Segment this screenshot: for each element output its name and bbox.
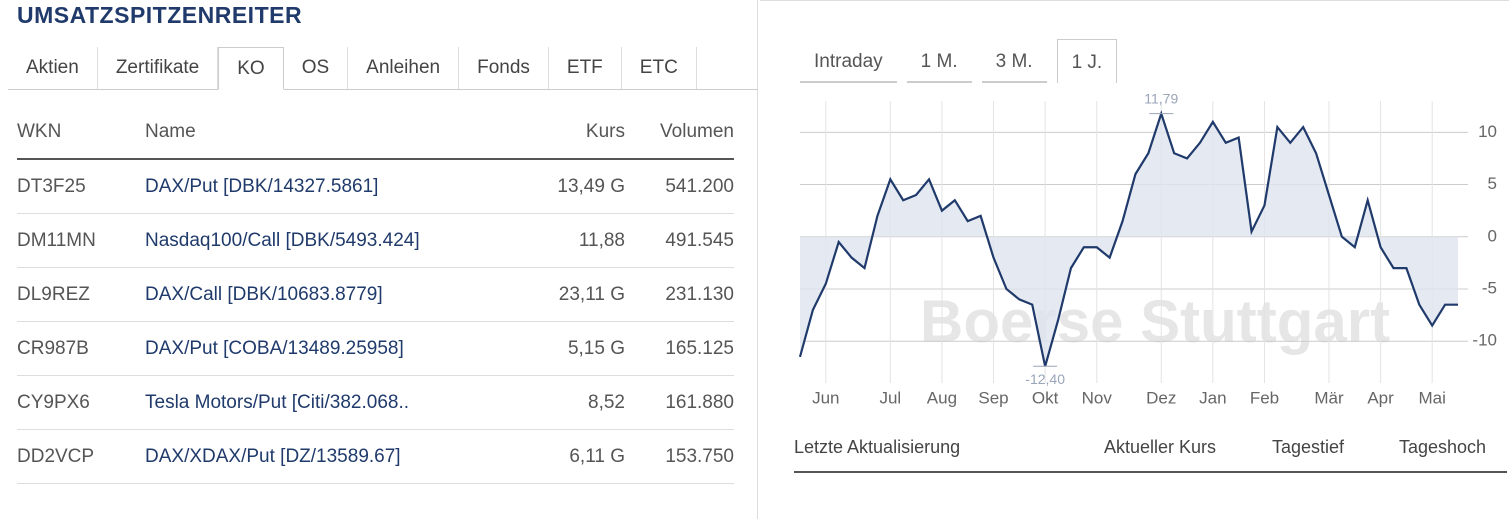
table-row: DM11MN Nasdaq100/Call [DBK/5493.424] 11,88… bbox=[17, 213, 734, 268]
cell: 23,11 G bbox=[505, 267, 625, 322]
table-row: DL9REZ DAX/Call [DBK/10683.8779] 23,11 G 23… bbox=[17, 267, 734, 322]
footer-label: Aktueller Kurs bbox=[1104, 437, 1217, 457]
tab[interactable]: Fonds bbox=[459, 47, 549, 89]
table-row: CY9PX6 Tesla Motors/Put [Citi/382.068.. 8,… bbox=[17, 375, 734, 430]
header-row: WKN Name Kurs Volumen bbox=[17, 106, 734, 160]
panel-title: UMSATZSPITZENREITER bbox=[17, 2, 303, 28]
tab[interactable]: OS bbox=[284, 47, 349, 89]
x-tick-label: Okt bbox=[1032, 388, 1059, 407]
footer-label: Tagestief bbox=[1272, 437, 1345, 457]
instrument-link[interactable]: DAX/Put [DBK/14327.5861] bbox=[145, 159, 505, 214]
table: WKN Name Kurs Volumen DT3F25 DAX/Put [DBK/143… bbox=[17, 106, 734, 484]
tab[interactable]: Zertifikate bbox=[98, 47, 219, 89]
tab[interactable]: ETC bbox=[622, 47, 697, 89]
cell: 13,49 G bbox=[505, 159, 625, 214]
chart-panel: Intraday 1 M. 3 M. 1 J. Boerse Stuttgart 10 5… bbox=[760, 0, 1509, 520]
x-tick-label: Apr bbox=[1367, 388, 1394, 407]
y-tick-label: -5 bbox=[1482, 278, 1497, 297]
x-tick-label: Feb bbox=[1250, 388, 1279, 407]
cell: CY9PX6 bbox=[17, 375, 145, 430]
footer-label: Letzte Aktualisierung bbox=[794, 437, 961, 457]
cell: 491.545 bbox=[625, 213, 734, 268]
y-tick-label: 10 bbox=[1478, 122, 1497, 141]
column-header: Volumen bbox=[625, 106, 734, 160]
x-tick-label: Jun bbox=[812, 388, 839, 407]
instrument-link[interactable]: DAX/Put [COBA/13489.25958] bbox=[145, 321, 505, 376]
price-line bbox=[798, 110, 1458, 367]
y-tick-label: 5 bbox=[1488, 174, 1497, 193]
cell: 11,88 bbox=[505, 213, 625, 268]
y-tick-label: -10 bbox=[1472, 331, 1497, 350]
table-row: DD2VCP DAX/XDAX/Put [DZ/13589.67] 6,11 G 15… bbox=[17, 429, 734, 484]
cell: 8,52 bbox=[505, 375, 625, 430]
instrument-link[interactable]: DAX/XDAX/Put [DZ/13589.67] bbox=[145, 429, 505, 484]
range-tab[interactable]: 1 J. bbox=[1056, 39, 1118, 83]
table-row: DT3F25 DAX/Put [DBK/14327.5861] 13,49 G 541… bbox=[17, 159, 734, 214]
range-tab[interactable]: Intraday bbox=[800, 39, 897, 83]
column-header: Kurs bbox=[505, 106, 625, 160]
tab[interactable]: ETF bbox=[549, 47, 622, 89]
instrument-link[interactable]: Tesla Motors/Put [Citi/382.068.. bbox=[145, 375, 505, 430]
annotation: 11,79 bbox=[1144, 90, 1178, 106]
table-row: CR987B DAX/Put [COBA/13489.25958] 5,15 G 16… bbox=[17, 321, 734, 376]
cell: DL9REZ bbox=[17, 267, 145, 322]
area-fill bbox=[800, 113, 1458, 367]
cell: DD2VCP bbox=[17, 429, 145, 484]
range-tabs: Intraday 1 M. 3 M. 1 J. bbox=[800, 39, 1127, 83]
range-tab[interactable]: 1 M. bbox=[906, 39, 972, 83]
tab[interactable]: Aktien bbox=[8, 47, 98, 89]
cell: 231.130 bbox=[625, 267, 734, 322]
instrument-link[interactable]: Nasdaq100/Call [DBK/5493.424] bbox=[145, 213, 505, 268]
x-tick-label: Jul bbox=[879, 388, 901, 407]
tab[interactable]: KO bbox=[218, 47, 284, 90]
x-tick-label: Nov bbox=[1082, 388, 1113, 407]
top-traders-panel: UMSATZSPITZENREITER Aktien Zertifikate KO O… bbox=[8, 0, 758, 519]
x-tick-label: Mai bbox=[1418, 388, 1445, 407]
range-tab[interactable]: 3 M. bbox=[981, 39, 1047, 83]
cell: DM11MN bbox=[17, 213, 145, 268]
tab[interactable]: Anleihen bbox=[348, 47, 460, 89]
cell: 153.750 bbox=[625, 429, 734, 484]
cell: 165.125 bbox=[625, 321, 734, 376]
instrument-link[interactable]: DAX/Call [DBK/10683.8779] bbox=[145, 267, 505, 322]
x-tick-label: Mär bbox=[1314, 388, 1344, 407]
chart: Boerse Stuttgart 10 5 0 -5 -10 Jun Jul Aug Sep Okt… bbox=[798, 90, 1497, 407]
y-tick-label: 0 bbox=[1488, 226, 1497, 245]
x-tick-label: Dez bbox=[1146, 388, 1176, 407]
x-tick-label: Jan bbox=[1199, 388, 1226, 407]
cell: DT3F25 bbox=[17, 159, 145, 214]
tab-bar: Aktien Zertifikate KO OS Anleihen Fonds ETF ETC bbox=[8, 47, 758, 90]
column-header: WKN bbox=[17, 106, 145, 160]
column-header: Name bbox=[145, 106, 505, 160]
footer-label: Tageshoch bbox=[1399, 437, 1487, 457]
watermark: Boerse Stuttgart bbox=[920, 288, 1390, 355]
cell: 5,15 G bbox=[505, 321, 625, 376]
annotation: -12,40 bbox=[1025, 371, 1065, 387]
cell: CR987B bbox=[17, 321, 145, 376]
cell: 541.200 bbox=[625, 159, 734, 214]
x-tick-label: Aug bbox=[927, 388, 957, 407]
cell: 161.880 bbox=[625, 375, 734, 430]
quote-footer: Letzte Aktualisierung Aktueller Kurs Tages… bbox=[794, 433, 1507, 473]
x-tick-label: Sep bbox=[978, 388, 1008, 407]
cell: 6,11 G bbox=[505, 429, 625, 484]
